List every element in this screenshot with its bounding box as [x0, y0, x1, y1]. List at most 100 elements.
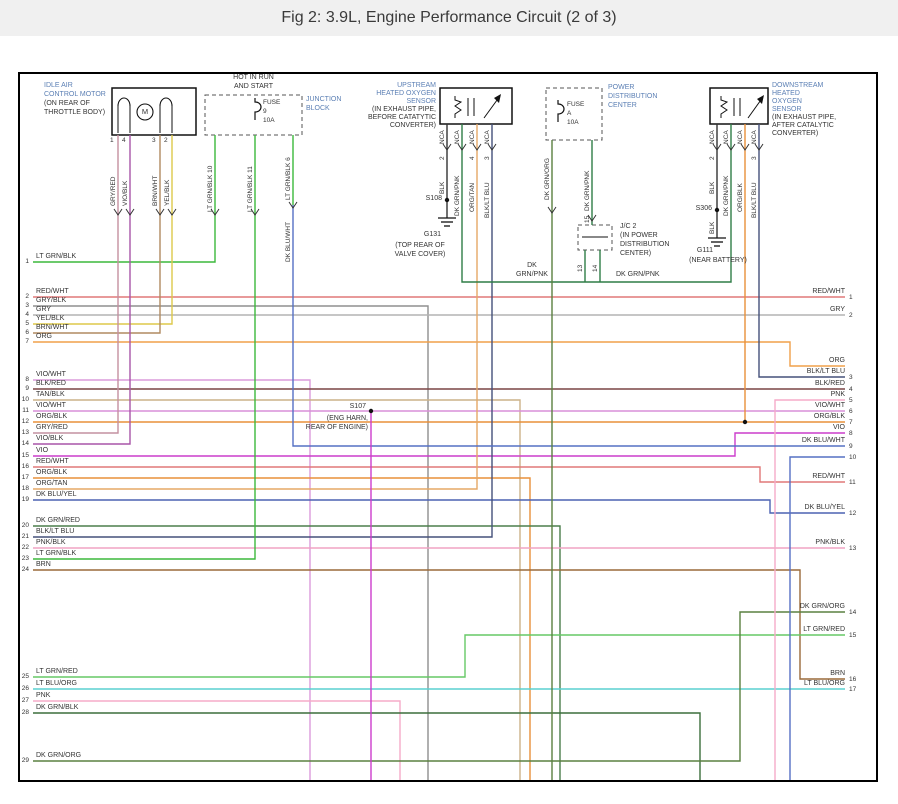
hot-in-run-label: AND START	[233, 83, 274, 90]
left-wire-number: 13	[21, 429, 29, 436]
connector-chevron-icon	[113, 208, 123, 216]
ground-g111-label: G111	[696, 247, 713, 254]
wire-DK BLU/WHT-R10	[789, 456, 845, 780]
right-wire-label: BRN	[830, 670, 845, 677]
right-wire-label: VIO/WHT	[815, 402, 845, 409]
wire-DK GRN/BLK-28	[33, 712, 701, 780]
vertical-wire-label: NCA	[484, 130, 491, 144]
downstream-o2-location: AFTER CATALYTIC	[772, 122, 834, 129]
iac-label: IDLE AIR	[44, 82, 73, 89]
junction-block-label: BLOCK	[306, 105, 330, 112]
left-wire-label: LT GRN/RED	[36, 668, 78, 675]
left-wire-label: TAN/BLK	[36, 391, 65, 398]
downstream-o2-label: HEATED	[772, 90, 800, 97]
downstream-o2-location: (IN EXHAUST PIPE,	[772, 114, 837, 121]
jc2-location: CENTER)	[620, 250, 652, 257]
left-wire-label: VIO/BLK	[36, 435, 64, 442]
left-wire-label: GRY/BLK	[36, 297, 67, 304]
left-wire-label: VIO	[36, 447, 49, 454]
right-wire-number: 6	[849, 408, 853, 415]
ground-g131-location: VALVE COVER)	[394, 251, 446, 258]
splice-s107-location: REAR OF ENGINE)	[305, 424, 368, 431]
right-wire-number: 3	[849, 374, 853, 381]
iac-location: (ON REAR OF	[44, 100, 90, 107]
right-wire-number: 4	[849, 386, 853, 393]
left-wire-number: 8	[25, 376, 29, 383]
left-wire-number: 25	[21, 673, 29, 680]
hot-in-run-label: HOT IN RUN	[233, 74, 274, 81]
left-wire-label: PNK	[36, 692, 51, 699]
vertical-wire-label: BLK	[439, 181, 446, 194]
iac-coil-icon	[117, 97, 131, 107]
iac-label: CONTROL MOTOR	[44, 91, 106, 98]
vertical-wire-label: ORG/TAN	[469, 182, 476, 212]
fuse9-rating: 10A	[263, 117, 275, 124]
left-wire-label: ORG/BLK	[36, 469, 68, 476]
left-wire-number: 4	[25, 311, 29, 318]
wire-LT GRN/BLK-23	[33, 135, 256, 560]
vertical-wire-label: NCA	[439, 130, 446, 144]
connector-chevron-icon	[726, 143, 736, 151]
splice-dot	[742, 419, 748, 425]
wire-ORG/BLK-17	[33, 477, 531, 780]
right-wire-label: LT GRN/RED	[803, 626, 845, 633]
left-wire-number: 11	[22, 407, 29, 414]
left-wire-label: PNK/BLK	[36, 539, 66, 546]
wire-VIO/BLK-14	[33, 135, 131, 445]
vertical-wire-label: BLK/LT BLU	[751, 182, 758, 218]
wire-DK GRN/RED-20	[33, 525, 561, 780]
figure-title: Fig 2: 3.9L, Engine Performance Circuit …	[281, 9, 617, 26]
vertical-wire-label: LT GRN/BLK 6	[285, 157, 292, 200]
left-wire-number: 24	[21, 566, 29, 573]
left-wire-label: DK GRN/RED	[36, 517, 80, 524]
left-wire-label: GRY	[36, 306, 52, 313]
wire-GRY/RED-13	[33, 135, 119, 434]
vertical-wire-label: BLK	[709, 221, 716, 234]
left-wire-number: 10	[21, 396, 29, 403]
left-wire-label: ORG	[36, 333, 52, 340]
right-wire-number: 2	[849, 312, 853, 319]
heater-element-icon	[454, 96, 463, 118]
jc2-box	[577, 224, 613, 251]
left-wire-label: RED/WHT	[36, 458, 69, 465]
wire-label-dk-grn-pnk: GRN/PNK	[516, 271, 548, 278]
connector-chevron-icon	[754, 143, 764, 151]
vertical-wire-label: NCA	[454, 130, 461, 144]
wire-DK BLU/YEL-19	[33, 499, 845, 514]
left-wire-number: 3	[25, 302, 29, 309]
wire-GRY/BLK-3	[33, 305, 429, 780]
vertical-wire-label: 2	[439, 156, 446, 160]
right-wire-label: GRY	[829, 306, 845, 313]
right-wire-number: 17	[849, 686, 857, 693]
heater-element-icon	[720, 96, 729, 118]
left-wire-number: 19	[21, 496, 29, 503]
vertical-wire-label: 3	[751, 156, 758, 160]
splice-dot	[714, 207, 720, 213]
right-wire-label: ORG	[829, 357, 845, 364]
left-wire-number: 2	[25, 293, 29, 300]
splice-s107-location: (ENG HARN,	[326, 415, 368, 422]
vertical-wire-label: DK GRN/PNK	[584, 170, 591, 211]
right-wire-number: 11	[849, 479, 856, 486]
connector-chevron-icon	[288, 201, 298, 209]
right-wire-number: 15	[849, 632, 857, 639]
left-wire-number: 15	[21, 452, 29, 459]
figure-title-bar: Fig 2: 3.9L, Engine Performance Circuit …	[0, 0, 898, 36]
connector-chevron-icon	[125, 208, 135, 216]
jc2-location: (IN POWER	[620, 232, 658, 239]
fuse-symbol-icon	[557, 100, 565, 122]
vertical-wire-label: NCA	[723, 130, 730, 144]
iac-pin-number: 4	[122, 137, 126, 144]
wire-BRN/WHT-6	[33, 135, 161, 334]
pdc-fuse-box	[545, 87, 603, 141]
left-wire-number: 9	[25, 385, 29, 392]
vertical-wire-label: BLK/LT BLU	[484, 182, 491, 218]
vertical-wire-label: 2	[709, 156, 716, 160]
upstream-o2-location: (IN EXHAUST PIPE,	[371, 106, 436, 113]
vertical-wire-label: DK GRN/PNK	[454, 175, 461, 216]
left-wire-number: 12	[21, 418, 29, 425]
upstream-o2-location: BEFORE CATATYTIC	[367, 114, 436, 121]
left-wire-number: 22	[21, 544, 29, 551]
vertical-wire-label: 13	[577, 264, 584, 272]
